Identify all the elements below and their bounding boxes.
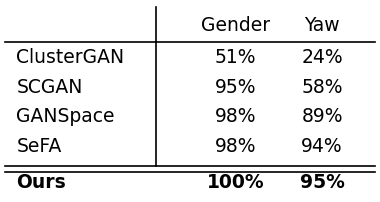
Text: 100%: 100% bbox=[206, 173, 264, 192]
Text: 24%: 24% bbox=[301, 48, 343, 67]
Text: SCGAN: SCGAN bbox=[16, 78, 83, 97]
Text: GANSpace: GANSpace bbox=[16, 107, 115, 126]
Text: SeFA: SeFA bbox=[16, 137, 62, 156]
Text: 95%: 95% bbox=[299, 173, 344, 192]
Text: ClusterGAN: ClusterGAN bbox=[16, 48, 125, 67]
Text: 51%: 51% bbox=[215, 48, 256, 67]
Text: 58%: 58% bbox=[301, 78, 343, 97]
Text: Gender: Gender bbox=[201, 16, 270, 35]
Text: Yaw: Yaw bbox=[304, 16, 340, 35]
Text: 98%: 98% bbox=[215, 137, 256, 156]
Text: 95%: 95% bbox=[215, 78, 256, 97]
Text: 98%: 98% bbox=[215, 107, 256, 126]
Text: Ours: Ours bbox=[16, 173, 66, 192]
Text: 94%: 94% bbox=[301, 137, 343, 156]
Text: 89%: 89% bbox=[301, 107, 343, 126]
